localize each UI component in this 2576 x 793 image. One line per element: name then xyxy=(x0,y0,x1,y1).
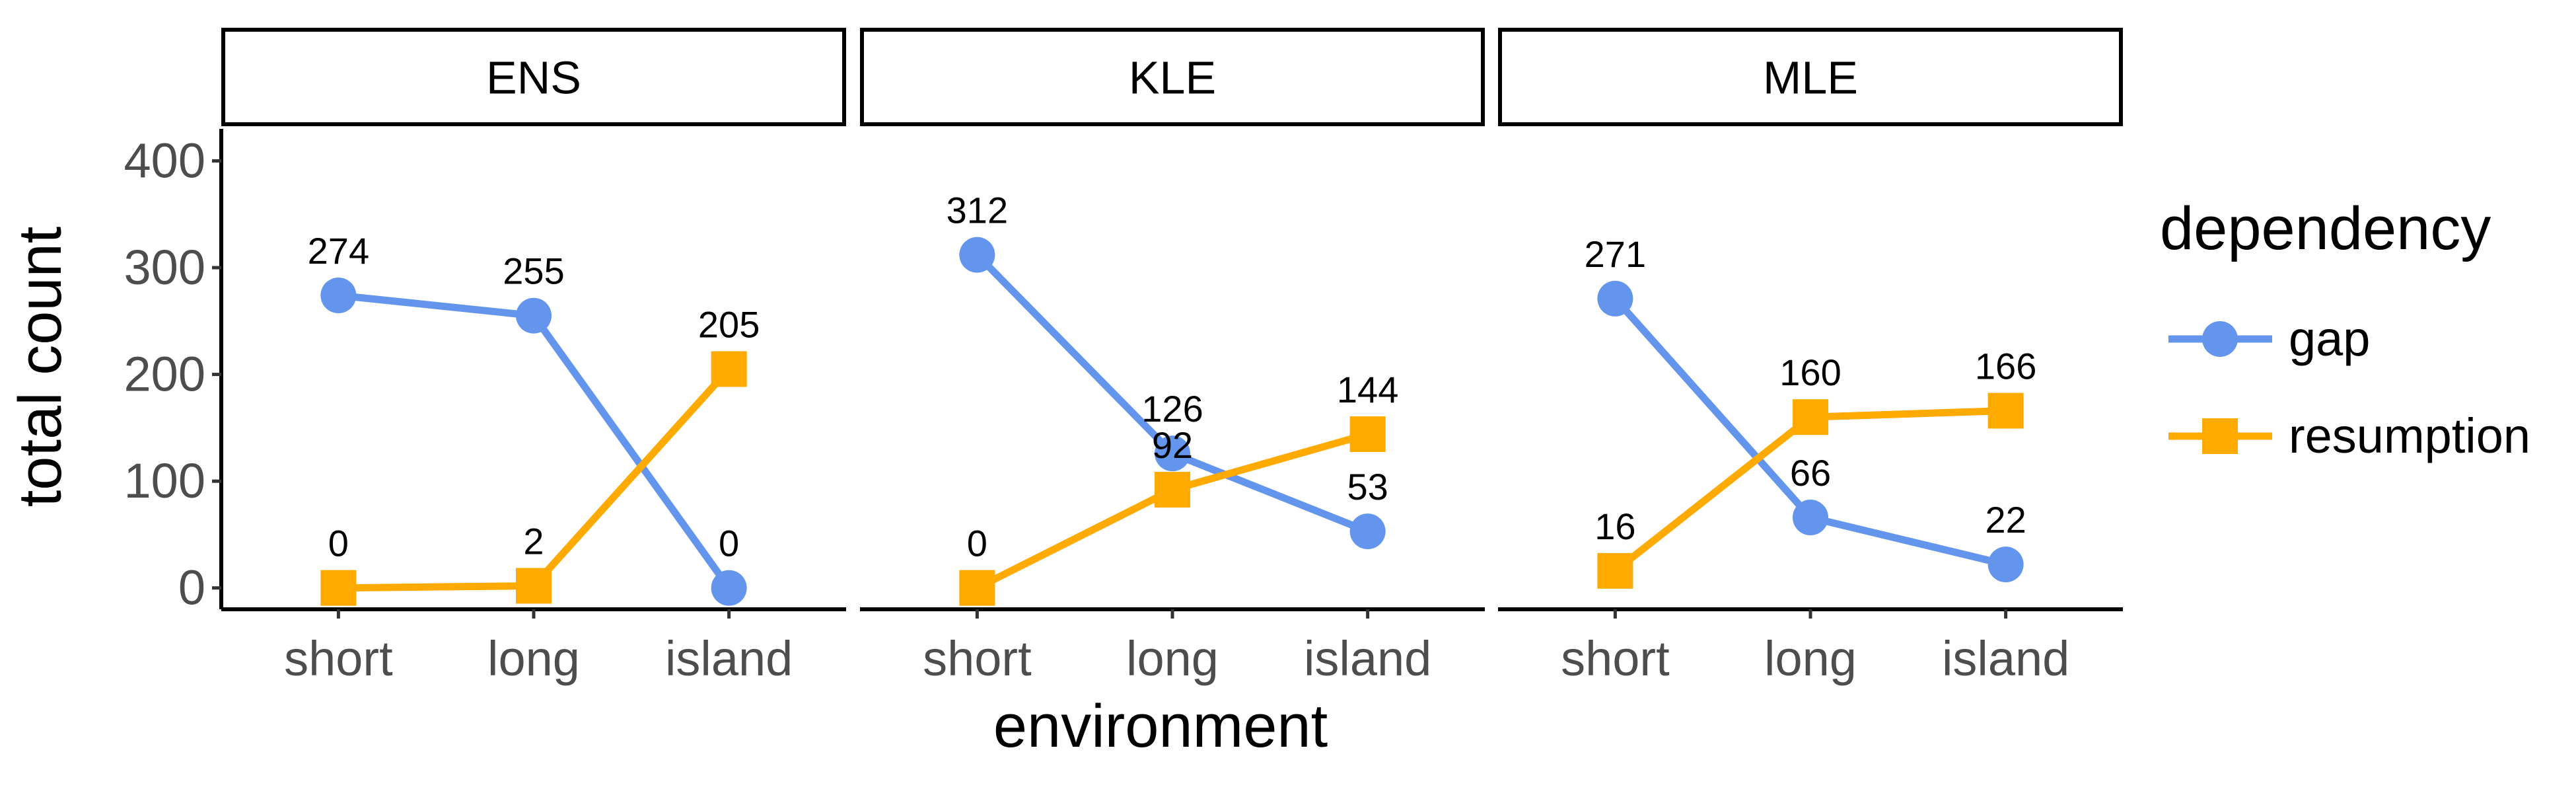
data-label-gap: 126 xyxy=(1141,388,1203,430)
x-tick-label: island xyxy=(665,631,793,686)
x-tick-label: island xyxy=(1942,631,2069,686)
facet-strip xyxy=(1498,28,2123,126)
data-point-gap xyxy=(1987,547,2024,583)
facets-layer: ENS short long island 274 255 0 0 2 205 KLE short lo… xyxy=(221,28,2123,686)
legend-label-resumption: resumption xyxy=(2289,408,2530,463)
data-label-resumption: 205 xyxy=(698,304,760,346)
x-tick-label: long xyxy=(1126,631,1219,686)
data-label-resumption: 166 xyxy=(1975,346,2036,387)
data-point-gap xyxy=(1597,280,1633,317)
facet-panel-mle: MLE short long island 271 66 22 16 160 166 xyxy=(1498,28,2123,686)
y-tick-label: 300 xyxy=(124,240,205,295)
y-axis-title: total count xyxy=(7,227,74,508)
legend-label-gap: gap xyxy=(2289,311,2370,366)
data-point-resumption xyxy=(1155,472,1190,508)
data-label-gap: 255 xyxy=(503,250,564,292)
x-tick-label: short xyxy=(1561,631,1670,686)
data-point-gap xyxy=(1155,435,1190,472)
data-point-gap xyxy=(320,278,357,314)
data-point-gap xyxy=(711,570,747,606)
x-tick-label: island xyxy=(1304,631,1431,686)
data-label-gap: 274 xyxy=(308,230,369,272)
data-point-resumption xyxy=(1793,399,1828,435)
data-point-resumption xyxy=(959,570,995,606)
data-label-gap: 53 xyxy=(1347,466,1388,508)
data-label-resumption: 0 xyxy=(967,523,987,564)
data-label-resumption: 0 xyxy=(328,523,349,564)
facet-strip xyxy=(860,28,1485,126)
data-label-gap: 22 xyxy=(1985,499,2026,541)
x-tick-label: long xyxy=(1764,631,1857,686)
data-label-gap: 271 xyxy=(1585,233,1646,275)
facet-strip-label: ENS xyxy=(486,52,581,104)
data-point-resumption xyxy=(711,351,747,387)
data-point-resumption xyxy=(320,570,357,606)
legend: dependency gap resumption xyxy=(2160,195,2530,463)
data-label-gap: 66 xyxy=(1790,452,1831,494)
y-tick-label: 100 xyxy=(124,453,205,508)
data-point-resumption xyxy=(1597,552,1633,589)
facet-strip-label: MLE xyxy=(1763,52,1858,104)
legend-key-marker-gap xyxy=(2202,321,2238,357)
data-point-gap xyxy=(1793,500,1828,536)
data-label-resumption: 160 xyxy=(1779,352,1841,393)
data-point-gap xyxy=(1349,513,1386,550)
data-label-resumption: 92 xyxy=(1152,424,1193,466)
facet-strip xyxy=(221,28,846,126)
legend-title: dependency xyxy=(2160,195,2491,262)
y-tick-label: 200 xyxy=(124,347,205,402)
data-point-resumption xyxy=(516,568,552,604)
facet-panel-kle: KLE short long island 312 126 53 0 92 144 xyxy=(860,28,1485,686)
data-point-gap xyxy=(959,237,995,273)
y-tick-label: 400 xyxy=(124,133,205,188)
y-axis: 0 100 200 300 400 xyxy=(124,129,223,615)
facet-panel-ens: ENS short long island 274 255 0 0 2 205 xyxy=(221,28,846,686)
data-point-resumption xyxy=(1987,393,2024,429)
x-tick-label: short xyxy=(923,631,1032,686)
data-point-resumption xyxy=(1349,416,1386,453)
facet-strip-label: KLE xyxy=(1129,52,1216,104)
x-axis-title: environment xyxy=(993,693,1328,760)
data-label-resumption: 2 xyxy=(523,520,544,562)
data-label-resumption: 16 xyxy=(1594,506,1635,547)
x-tick-label: long xyxy=(487,631,580,686)
data-label-resumption: 144 xyxy=(1337,369,1398,410)
legend-key-marker-resumption xyxy=(2202,418,2238,454)
data-label-gap: 0 xyxy=(719,523,739,564)
y-tick-label: 0 xyxy=(178,560,205,615)
data-point-gap xyxy=(516,297,552,334)
data-label-gap: 312 xyxy=(947,190,1008,231)
x-tick-label: short xyxy=(284,631,393,686)
